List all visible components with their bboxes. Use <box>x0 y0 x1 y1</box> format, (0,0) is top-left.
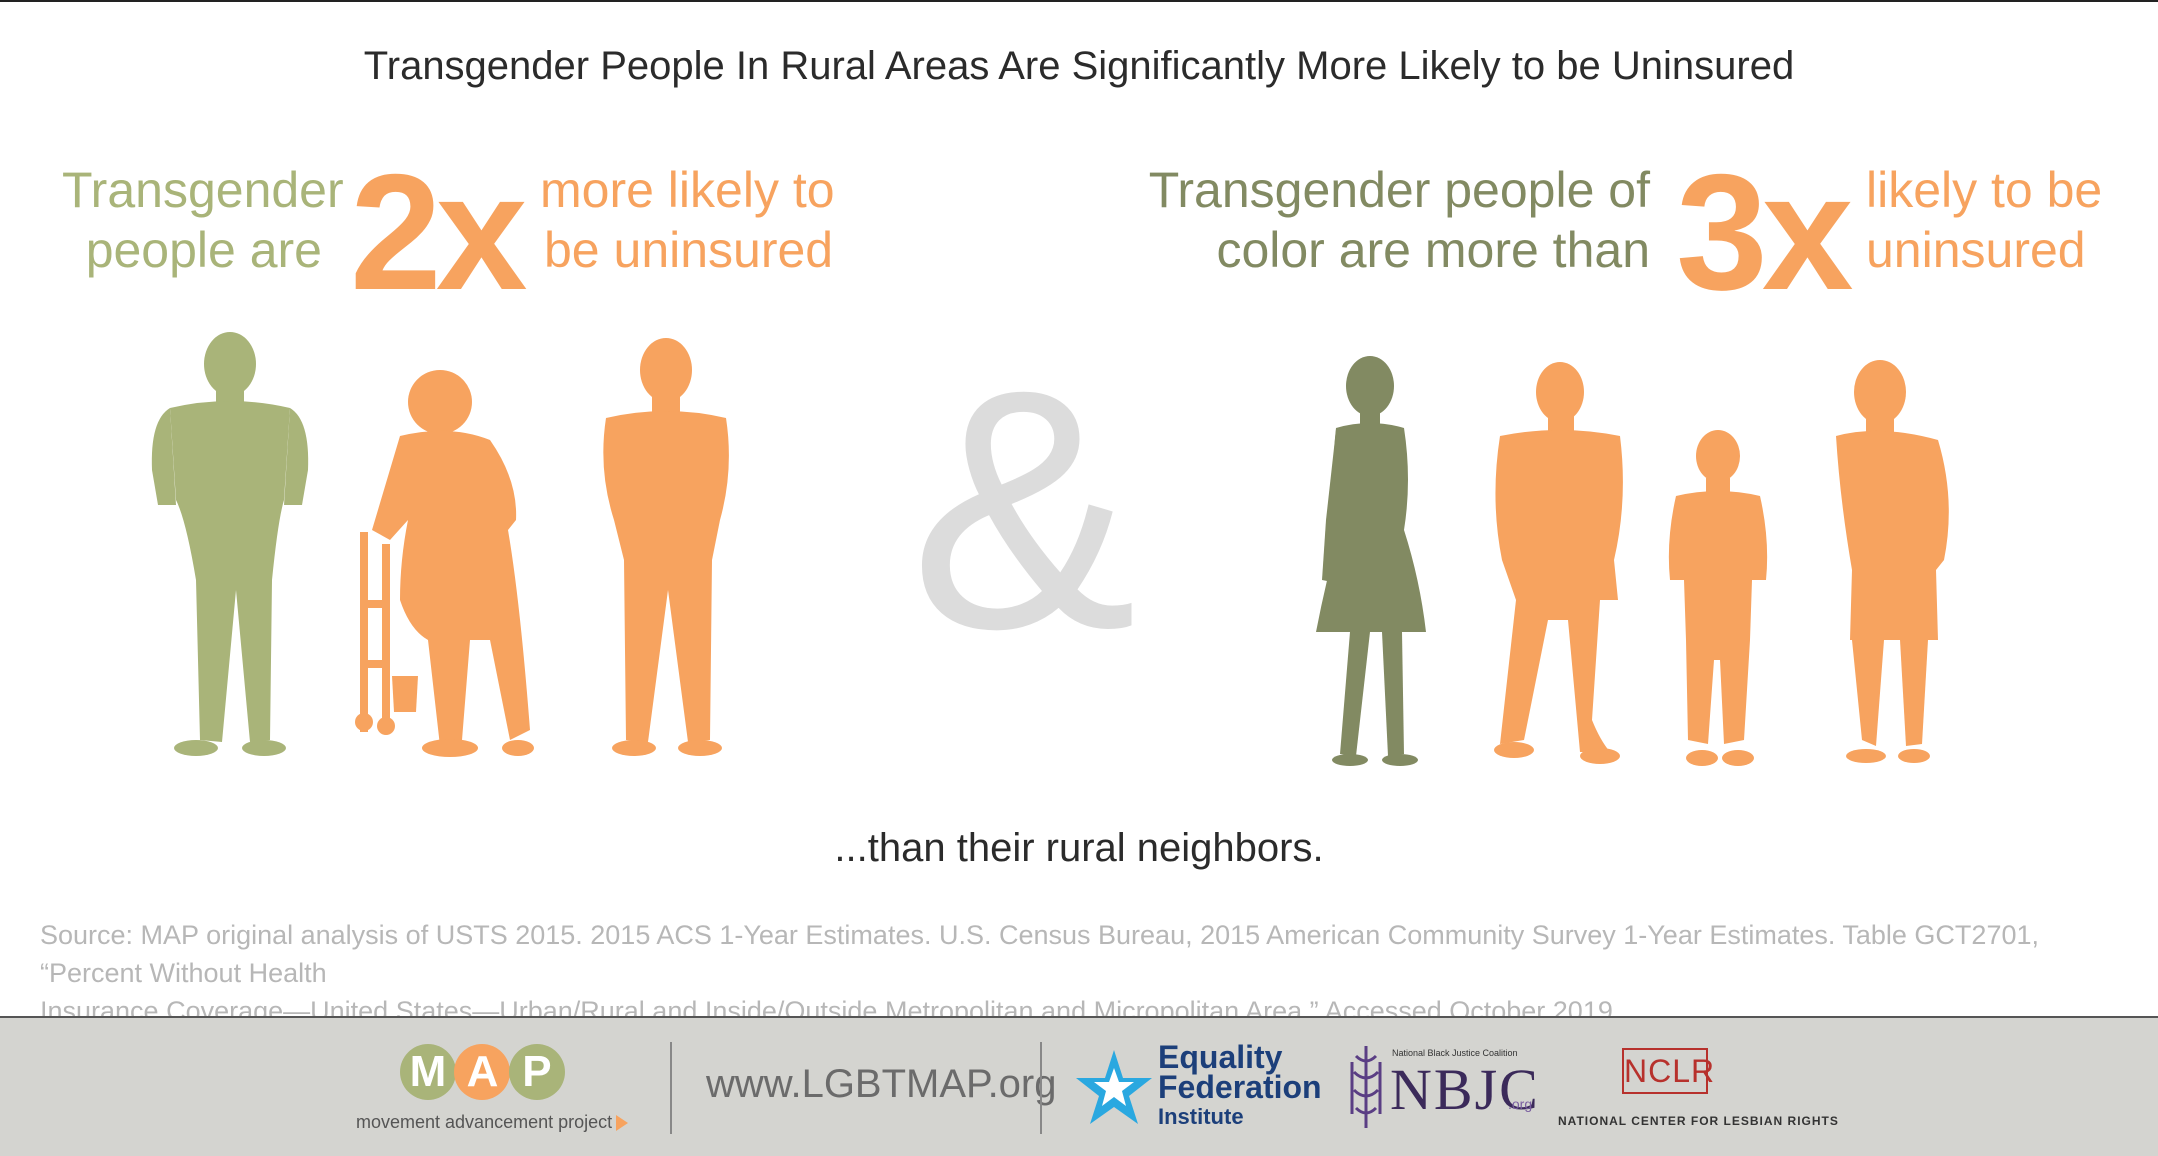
right-stat-rest2: uninsured <box>1866 222 2086 278</box>
footer-divider-1 <box>670 1042 672 1134</box>
child-silhouette <box>1668 430 1768 766</box>
left-stat-line2: people are <box>85 222 322 278</box>
source-citation: Source: MAP original analysis of USTS 20… <box>40 916 2130 1030</box>
efi-line-1: Equality <box>1158 1039 1283 1075</box>
map-letter-m: M <box>400 1044 456 1100</box>
left-stat-lead: Transgender people are <box>62 160 344 280</box>
efi-logo[interactable]: Equality Federation Institute <box>1158 1039 1322 1132</box>
left-stat-line1: Transgender <box>62 162 344 218</box>
footer-bar: M A P movement advancement project www.L… <box>0 1016 2158 1156</box>
right-stat-tail: likely to be uninsured <box>1866 160 2146 280</box>
efi-line-2: Federation <box>1158 1069 1322 1105</box>
star-icon <box>1076 1050 1152 1124</box>
left-stat-rest1: more likely to <box>540 162 835 218</box>
map-logo[interactable]: M A P <box>400 1044 565 1104</box>
map-letter-a: A <box>454 1044 511 1100</box>
right-stat-line1: Transgender people of <box>1148 162 1650 218</box>
ampersand: & <box>910 320 1137 700</box>
woman-hand-chin-silhouette <box>1836 360 1949 763</box>
top-rule <box>0 0 2158 2</box>
source-line-1: Source: MAP original analysis of USTS 20… <box>40 920 2039 988</box>
nbjc-logo[interactable]: NBJC <box>1390 1057 1540 1122</box>
map-subtitle-text: movement advancement project <box>356 1112 613 1132</box>
nclr-logo[interactable]: NCLR <box>1622 1048 1714 1094</box>
nbjc-caption: National Black Justice Coalition <box>1392 1048 1518 1058</box>
woman-dress-silhouette <box>1316 356 1426 766</box>
people-silhouettes <box>151 332 1949 766</box>
efi-line-3: Institute <box>1158 1104 1244 1129</box>
right-stat-rest1: likely to be <box>1866 162 2103 218</box>
left-stat-rest2: be uninsured <box>544 222 834 278</box>
website-link[interactable]: www.LGBTMAP.org <box>706 1062 1057 1106</box>
left-multiplier: 2x <box>350 140 528 324</box>
left-stat-tail: more likely to be uninsured <box>540 160 840 280</box>
nbjc-org: .org <box>1508 1096 1533 1112</box>
tagline: ...than their rural neighbors. <box>834 826 1324 870</box>
page-title: Transgender People In Rural Areas Are Si… <box>363 44 1795 88</box>
footer-divider-2 <box>1040 1042 1042 1134</box>
right-stat-lead: Transgender people of color are more tha… <box>1140 160 1650 280</box>
right-stat-line2: color are more than <box>1216 222 1650 278</box>
nbjc-emblem-icon <box>1350 1046 1382 1128</box>
elderly-woman-walker-silhouette <box>355 370 534 757</box>
play-arrow-icon <box>616 1115 629 1132</box>
nclr-caption: NATIONAL CENTER FOR LESBIAN RIGHTS <box>1558 1114 1839 1128</box>
person-hands-in-pockets-silhouette <box>1494 362 1623 764</box>
map-subtitle: movement advancement project <box>356 1112 629 1133</box>
right-multiplier: 3x <box>1676 140 1854 324</box>
man-arms-crossed-silhouette <box>603 338 729 756</box>
map-letter-p: P <box>508 1044 565 1100</box>
man-silhouette <box>151 332 309 756</box>
